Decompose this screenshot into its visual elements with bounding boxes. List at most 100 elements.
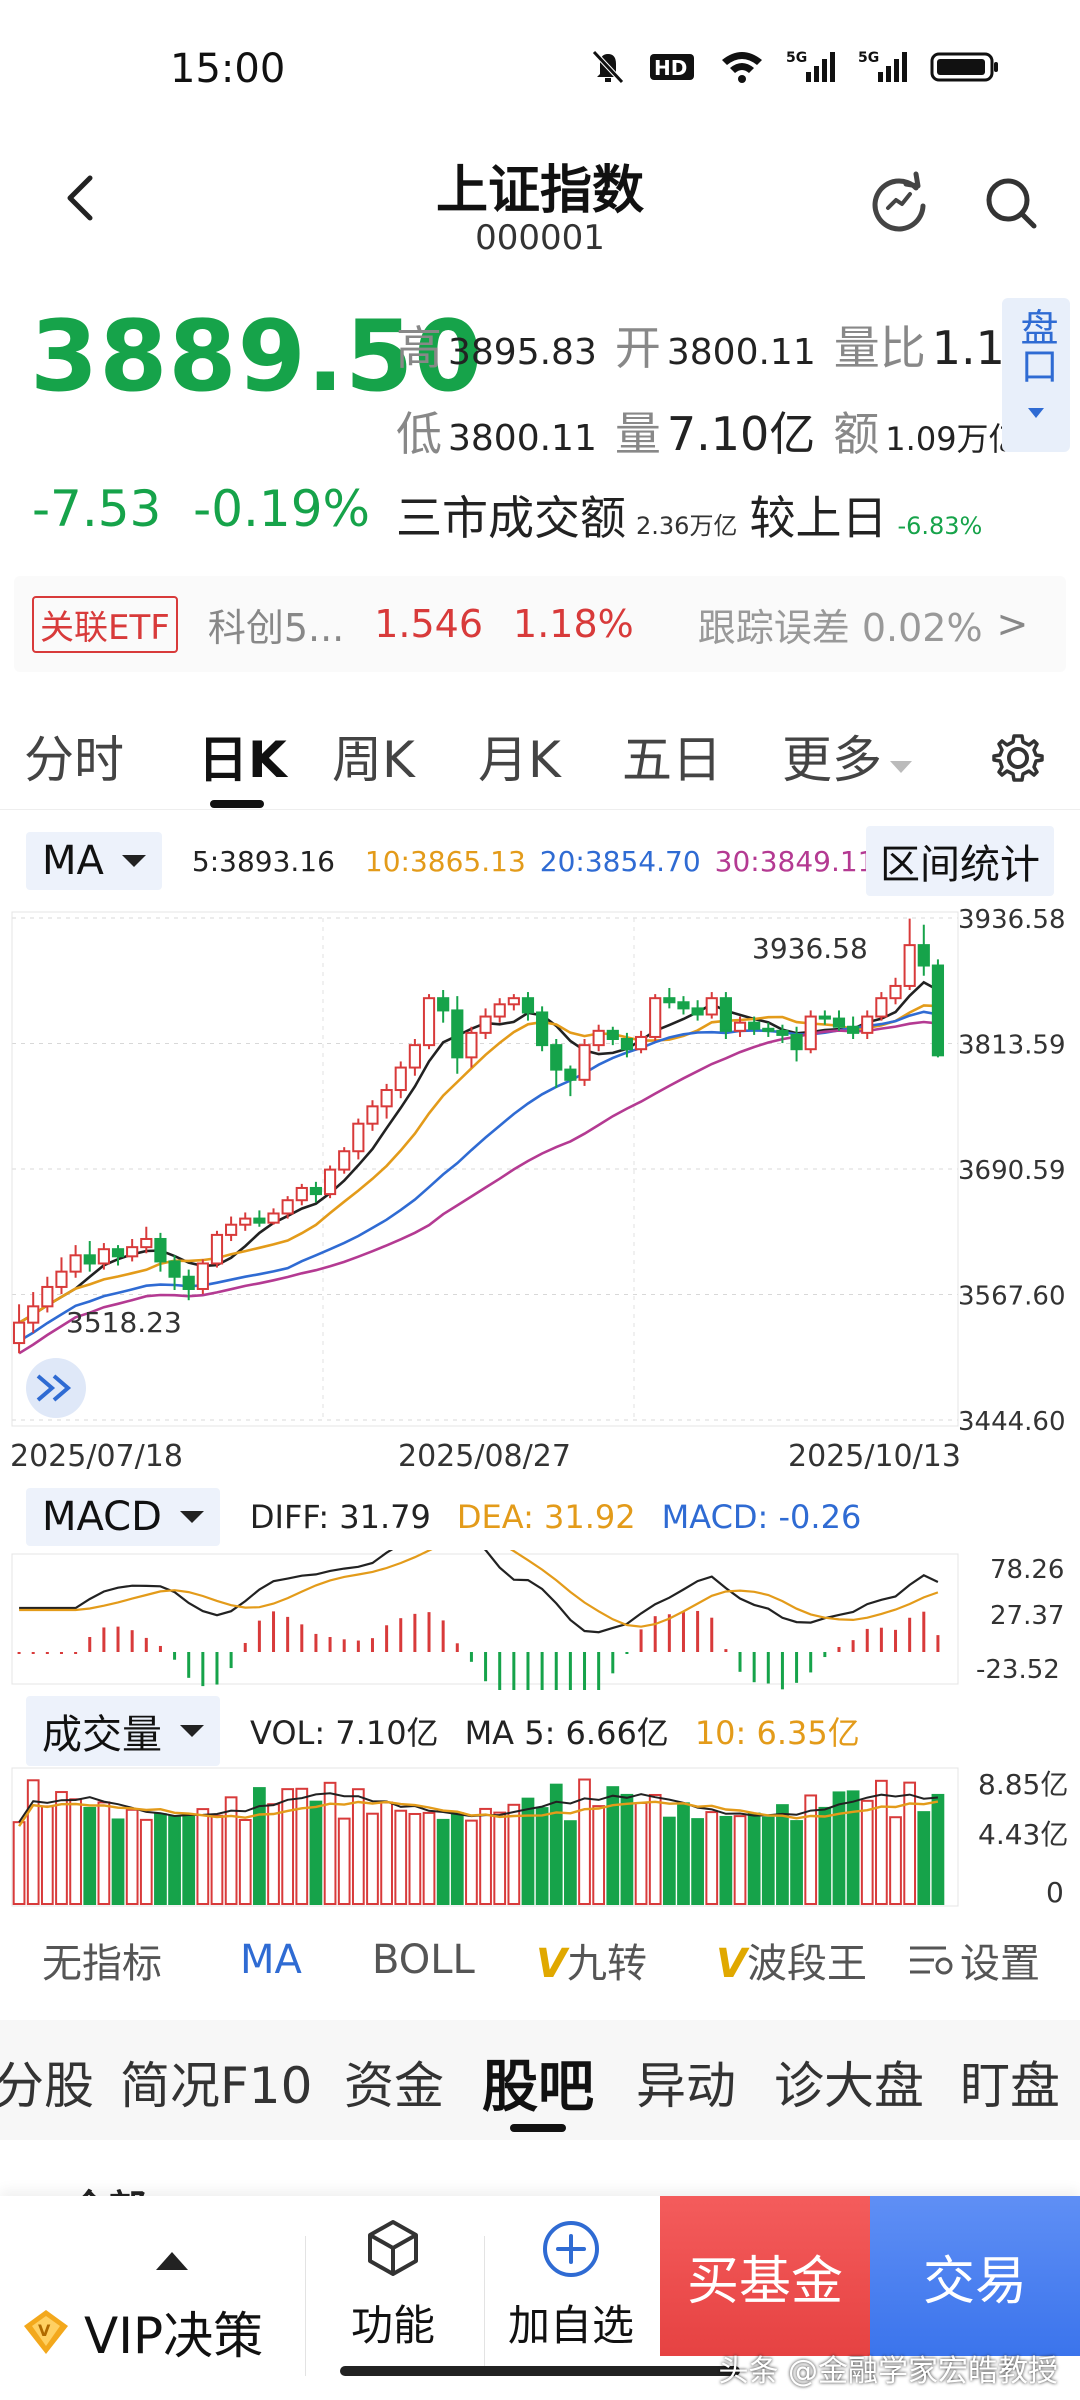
home-indicator[interactable] xyxy=(340,2366,740,2376)
candle-body xyxy=(536,1011,549,1047)
double-chevron-icon xyxy=(26,1358,86,1418)
macd-selector[interactable]: MACD xyxy=(26,1488,220,1546)
macd-bar xyxy=(328,1637,332,1652)
candle-body xyxy=(309,1186,323,1196)
macd-bar xyxy=(187,1652,191,1678)
macd-bar xyxy=(922,1611,926,1652)
tab-watch[interactable]: 盯盘 xyxy=(960,2057,1060,2115)
indicator-boll[interactable]: BOLL xyxy=(372,1937,475,1983)
x-date-label: 2025/07/18 xyxy=(10,1439,183,1474)
tab-more-label: 更多 xyxy=(782,731,882,789)
tab-five-day[interactable]: 五日 xyxy=(622,731,722,789)
macd-bar xyxy=(639,1629,643,1652)
tab-daily-k[interactable]: 日K xyxy=(198,731,287,789)
tab-weekly-k[interactable]: 周K xyxy=(332,731,415,789)
volume-chart[interactable]: 8.85亿 4.43亿 0 xyxy=(0,1764,1080,1914)
macd-bar xyxy=(837,1646,841,1652)
tab-f10[interactable]: 简况F10 xyxy=(120,2057,313,2115)
candle-body xyxy=(27,1305,40,1324)
vip-diamond-icon: V xyxy=(24,2310,68,2354)
macd-bar xyxy=(455,1643,459,1652)
candle-body xyxy=(323,1168,337,1196)
page-title: 上证指数 xyxy=(435,161,644,221)
search-button[interactable] xyxy=(978,170,1044,236)
volume-bar xyxy=(860,1799,874,1905)
volume-bar xyxy=(281,1788,295,1906)
macd-dea-value: DEA: 31.92 xyxy=(456,1498,636,1536)
candle-body xyxy=(719,997,732,1032)
volume-bar xyxy=(238,1818,252,1905)
macd-bar xyxy=(314,1633,318,1652)
candle-body xyxy=(479,1015,492,1034)
low-label: 低 xyxy=(396,407,442,461)
kline-chart[interactable]: 3936.58 3813.59 3690.59 3567.60 3444.60 3936.… xyxy=(0,900,1080,1480)
macd-bar xyxy=(102,1627,106,1652)
macd-bar xyxy=(554,1652,558,1690)
indicator-nine-turn[interactable]: V九转 xyxy=(536,1931,647,1989)
candle-body xyxy=(352,1122,365,1153)
refresh-icon xyxy=(872,171,926,232)
function-button[interactable]: 功能 xyxy=(318,2216,468,2353)
candle-body xyxy=(267,1212,280,1224)
macd-bar xyxy=(469,1652,473,1662)
volume-bar xyxy=(507,1803,521,1905)
candle-body xyxy=(804,1015,817,1051)
change-value: -7.53 xyxy=(32,480,162,538)
volume-bar xyxy=(465,1819,478,1905)
tab-intraday[interactable]: 分时 xyxy=(24,731,124,789)
tab-monthly-k[interactable]: 月K xyxy=(478,731,561,789)
candle-body xyxy=(620,1037,634,1051)
pankou-button[interactable]: 盘口 xyxy=(1002,298,1070,452)
chevron-right-icon: > xyxy=(996,602,1029,646)
volume-bar xyxy=(564,1820,577,1905)
add-watchlist-button[interactable]: 加自选 xyxy=(496,2216,646,2353)
macd-bar xyxy=(300,1624,304,1652)
volume-bar xyxy=(818,1806,832,1905)
ma5-value: 5:3893.16 xyxy=(191,844,335,878)
candle-body xyxy=(578,1044,591,1081)
volume-bar xyxy=(606,1786,620,1905)
related-etf-row[interactable]: 关联ETF 科创5... 1.546 1.18% 跟踪误差 0.02% > xyxy=(14,576,1066,672)
stats-row-1: 高 3895.83 开 3800.11 量比 1.12 xyxy=(396,312,1052,378)
candle-body xyxy=(889,984,902,1000)
macd-bar xyxy=(17,1652,21,1654)
tab-diagnose[interactable]: 诊大盘 xyxy=(774,2057,924,2115)
candle-body xyxy=(776,1029,789,1036)
macd-chart[interactable]: 78.26 27.37 -23.52 xyxy=(0,1550,1080,1690)
buy-fund-button[interactable]: 买基金 xyxy=(660,2196,870,2356)
chevron xyxy=(52,1374,72,1402)
indicator-settings[interactable]: 设置 xyxy=(906,1931,1040,1989)
candle-body xyxy=(69,1254,82,1273)
trade-button[interactable]: 交易 xyxy=(870,2196,1080,2356)
refresh-button[interactable] xyxy=(866,170,932,236)
tab-more[interactable]: 更多 xyxy=(782,720,916,792)
macd-value: MACD: -0.26 xyxy=(661,1498,862,1536)
volume-bar xyxy=(26,1779,40,1906)
macd-bar xyxy=(512,1652,516,1690)
ma-selector[interactable]: MA xyxy=(26,832,162,890)
chevron-left-icon xyxy=(67,175,93,221)
tab-constituents[interactable]: 分股 xyxy=(0,2057,94,2115)
volume-bar xyxy=(337,1817,351,1905)
tab-funds[interactable]: 资金 xyxy=(344,2057,444,2115)
tab-movements[interactable]: 异动 xyxy=(636,2057,736,2115)
plot-frame xyxy=(11,1767,959,1907)
macd-bar xyxy=(823,1652,827,1658)
volume-bar xyxy=(677,1802,690,1906)
indicator-none[interactable]: 无指标 xyxy=(42,1941,162,1987)
ma30-value: 30:3849.11 xyxy=(714,844,876,878)
sliders-icon xyxy=(910,1946,953,1975)
back-button[interactable] xyxy=(52,168,112,228)
candle-body xyxy=(41,1285,54,1308)
high-label: 高 xyxy=(396,321,442,375)
caret-down-icon xyxy=(1028,408,1044,418)
vip-decision-button[interactable]: V VIP决策 xyxy=(20,2236,290,2376)
indicator-wave-king[interactable]: V波段王 xyxy=(716,1931,867,1989)
indicator-ma[interactable]: MA xyxy=(240,1937,302,1983)
chart-settings-button[interactable] xyxy=(990,730,1046,786)
volume-selector[interactable]: 成交量 xyxy=(26,1696,220,1766)
caret-down-icon xyxy=(890,761,912,773)
interval-stats-button[interactable]: 区间统计 xyxy=(866,826,1054,896)
macd-bar xyxy=(88,1637,92,1652)
tab-forum[interactable]: 股吧 xyxy=(482,2055,594,2120)
